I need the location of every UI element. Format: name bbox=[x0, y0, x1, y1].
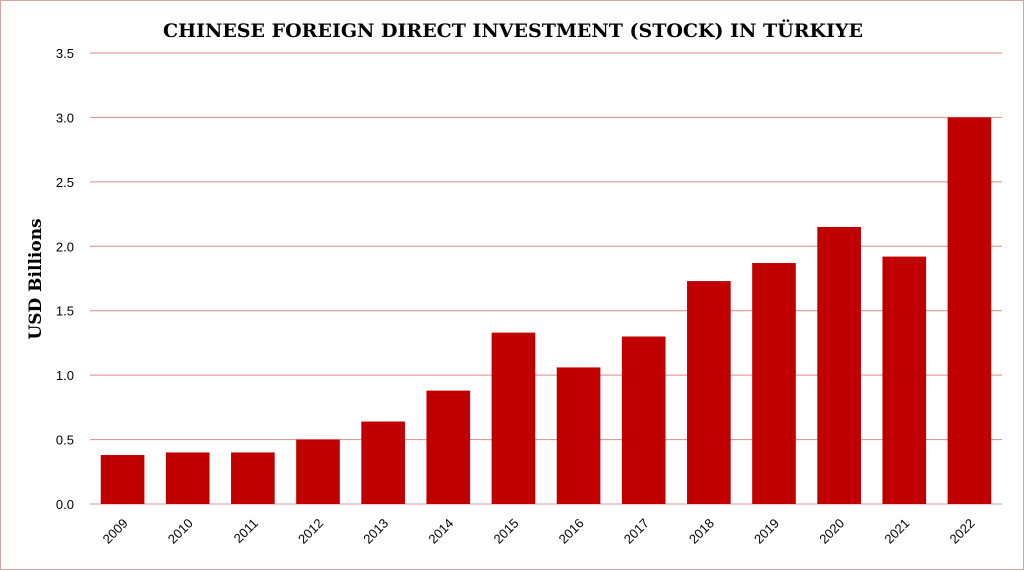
bar-2019 bbox=[752, 263, 796, 504]
x-tick-label: 2012 bbox=[295, 516, 326, 547]
x-tick-label: 2016 bbox=[556, 516, 587, 547]
y-tick-label: 2.0 bbox=[56, 239, 74, 254]
y-tick-label: 1.5 bbox=[56, 304, 74, 319]
bar-2017 bbox=[621, 336, 666, 504]
bar-2014 bbox=[426, 390, 471, 504]
bar-2013 bbox=[361, 421, 405, 504]
y-tick-label: 0.0 bbox=[56, 497, 74, 512]
x-tick-label: 2013 bbox=[360, 516, 391, 547]
bar-2011 bbox=[231, 452, 275, 504]
bar-2012 bbox=[296, 439, 340, 504]
gridlines bbox=[90, 52, 1002, 505]
bar-2020 bbox=[817, 226, 861, 504]
chart-title: CHINESE FOREIGN DIRECT INVESTMENT (STOCK… bbox=[163, 19, 863, 42]
x-tick-label: 2009 bbox=[100, 516, 131, 547]
bar-2018 bbox=[687, 281, 731, 504]
x-tick-label: 2021 bbox=[881, 516, 912, 547]
x-tick-label: 2020 bbox=[816, 516, 847, 547]
y-tick-label: 0.5 bbox=[56, 433, 74, 448]
x-tick-label: 2015 bbox=[490, 516, 521, 547]
x-tick-label: 2019 bbox=[751, 516, 782, 547]
bar-2021 bbox=[882, 256, 927, 504]
x-tick-label: 2014 bbox=[425, 516, 456, 547]
bar-2010 bbox=[165, 452, 210, 504]
x-tick-label: 2017 bbox=[621, 516, 652, 547]
x-tick-label: 2022 bbox=[946, 516, 977, 547]
y-tick-label: 1.0 bbox=[56, 368, 74, 383]
y-tick-label: 3.0 bbox=[56, 110, 74, 125]
bar-2022 bbox=[947, 117, 992, 504]
x-tick-label: 2011 bbox=[231, 516, 261, 546]
x-tick-labels: 2009 2010 2011 2012 2013 2014 2015 2016 2017 2018… bbox=[100, 516, 978, 547]
x-tick-label: 2018 bbox=[686, 516, 717, 547]
bar-2015 bbox=[491, 332, 536, 504]
y-tick-labels: 0.0 0.5 1.0 1.5 2.0 2.5 3.0 3.5 bbox=[56, 46, 74, 512]
bars bbox=[100, 117, 992, 504]
y-tick-label: 2.5 bbox=[56, 175, 74, 190]
y-tick-label: 3.5 bbox=[56, 46, 74, 61]
bar-2016 bbox=[556, 367, 601, 504]
x-tick-label: 2010 bbox=[165, 516, 196, 547]
bar-2009 bbox=[100, 455, 145, 504]
y-axis-label: USD Billions bbox=[26, 218, 46, 339]
